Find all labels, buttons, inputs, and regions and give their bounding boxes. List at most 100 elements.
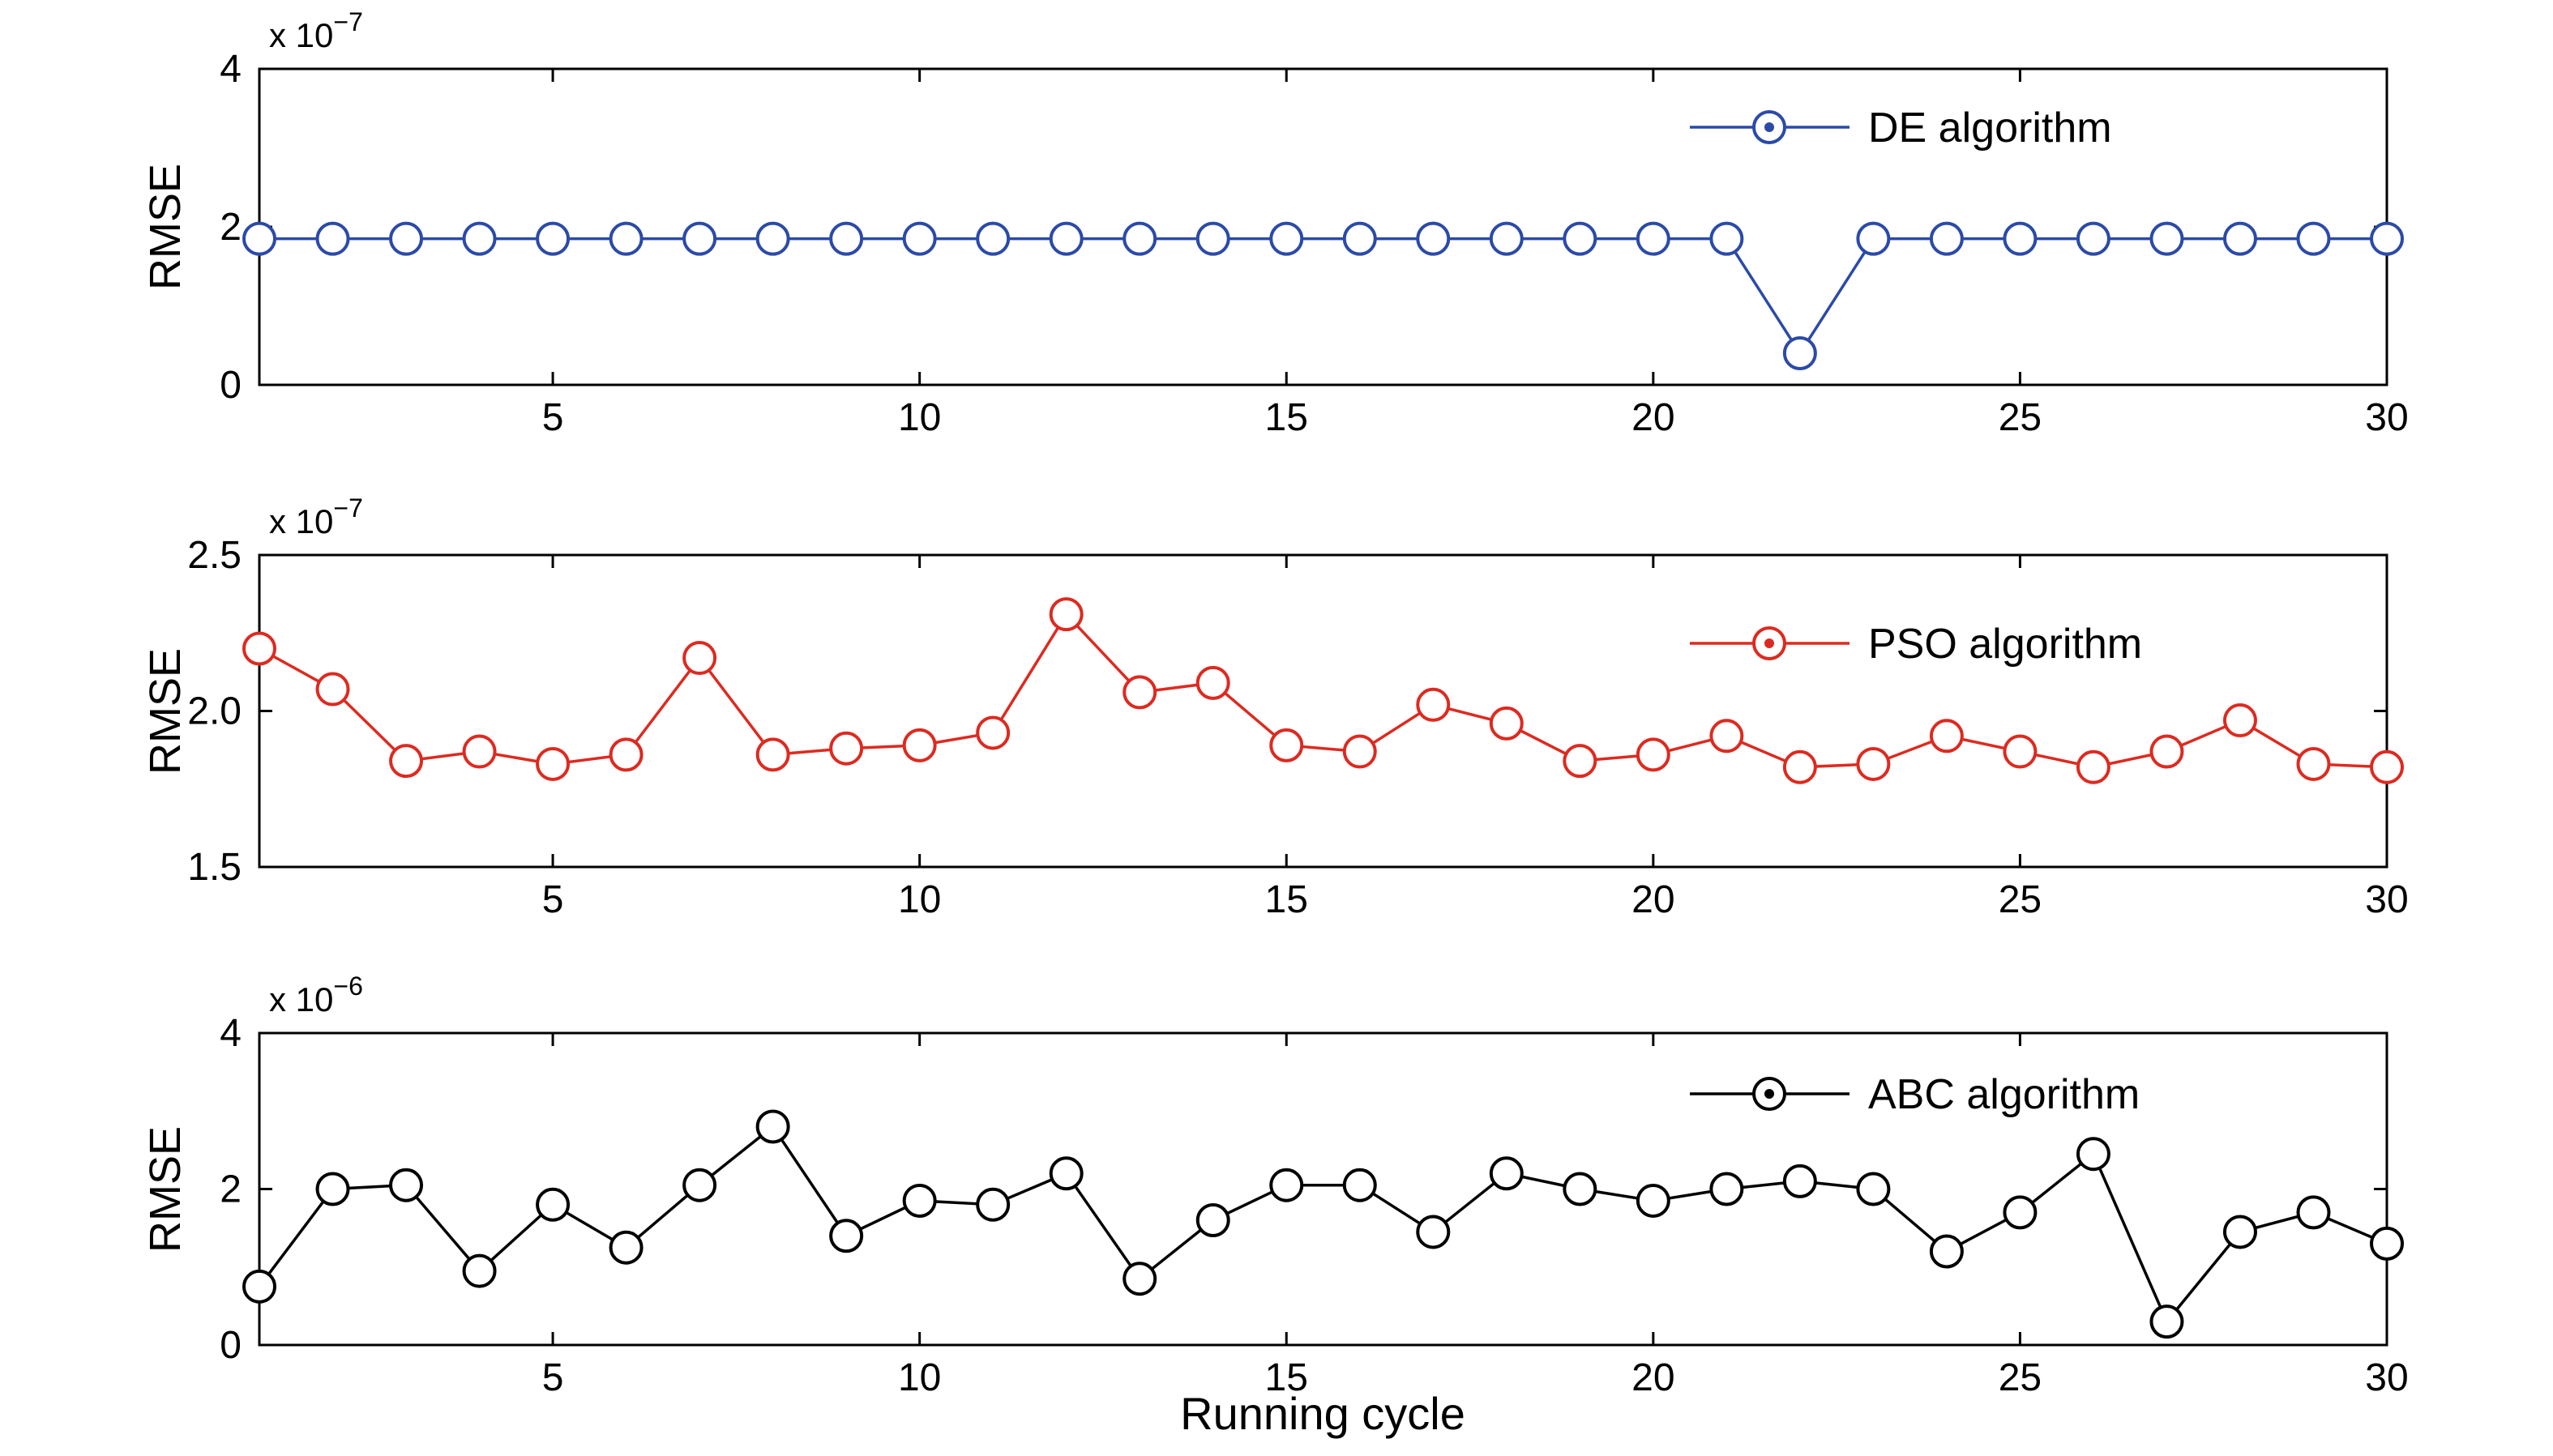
y-axis-exponent: x 10−6 [269,971,363,1018]
data-marker [682,641,717,676]
y-axis-exponent: x 10−7 [269,493,363,540]
y-tick-label: 4 [220,48,242,91]
data-marker [2003,221,2038,256]
data-marker [2149,1304,2184,1339]
data-marker [1342,1168,1377,1202]
data-marker [2296,221,2331,256]
y-axis-label: RMSE [141,1126,190,1253]
data-marker [536,746,571,781]
data-marker [1929,1234,1964,1269]
legend-label-de: DE algorithm [1868,105,2112,152]
data-marker [976,221,1011,256]
data-marker [2003,734,2038,769]
data-marker [1709,1172,1744,1206]
y-tick-label: 1.5 [187,846,242,889]
x-tick-label: 15 [1265,396,1308,439]
data-marker [829,221,864,256]
data-marker [2149,221,2184,256]
legend-marker-dot [1764,638,1774,648]
de-chart-canvas: RMSE x 10−7 DE algorithm 5 10 15 20 25 30 0 2 4 [141,7,2409,439]
legend-marker-dot [1764,122,1774,132]
data-marker [1929,221,1964,256]
data-marker [1563,1172,1597,1206]
x-tick-label: 25 [1999,1356,2042,1399]
data-marker [1563,221,1597,256]
x-tick-label: 10 [898,1356,941,1399]
x-tick-label: 5 [542,1356,564,1399]
data-marker [1049,597,1084,632]
x-tick-label: 30 [2365,1356,2408,1399]
data-marker [902,221,937,256]
data-marker [2003,1195,2038,1230]
data-marker [1636,221,1670,256]
x-tick-label: 20 [1631,878,1674,921]
y-tick-label: 2 [220,1168,242,1211]
data-marker [902,1183,937,1218]
data-marker [755,737,790,772]
data-marker [242,221,276,256]
legend-label-abc: ABC algorithm [1868,1071,2140,1118]
series-line-abc [258,1124,2388,1325]
x-tick-label: 5 [542,396,564,439]
x-tick-label: 15 [1265,878,1308,921]
abc-chart-canvas: RMSE x 10−6 ABC algorithm Running cycle … [141,971,2409,1439]
plot-area-pso: 5 10 15 20 25 30 1.5 2.0 2.5 [187,534,2408,921]
x-tick-label: 20 [1631,1356,1674,1399]
data-marker [682,1168,717,1202]
data-marker [2076,1137,2110,1172]
x-tick-label: 10 [898,878,941,921]
data-marker [2222,1215,2257,1249]
data-marker [2149,734,2184,769]
data-marker [755,1109,790,1144]
data-marker [1563,744,1597,779]
data-marker [315,1172,350,1206]
data-marker [1269,728,1304,762]
data-marker [1123,675,1157,710]
y-axis-exponent: x 10−7 [269,7,363,54]
data-marker [1416,687,1451,722]
x-tick-label: 25 [1999,396,2042,439]
data-marker [1195,665,1230,700]
data-marker [2296,746,2331,781]
data-marker [1489,1156,1524,1191]
data-marker [462,1253,497,1288]
data-marker [1856,1172,1891,1206]
subplot-pso: RMSE x 10−7 PSO algorithm 5 10 15 20 25 30 1.5… [0,486,2553,940]
data-marker [1123,1262,1157,1296]
data-marker [609,737,644,772]
x-tick-label: 10 [898,396,941,439]
data-marker [1049,221,1084,256]
subplot-de: RMSE x 10−7 DE algorithm 5 10 15 20 25 30 0 2 4 [0,0,2553,454]
x-tick-label: 25 [1999,878,2042,921]
y-tick-label: 2.5 [187,534,242,577]
data-marker [1416,221,1451,256]
data-marker [1342,734,1377,769]
x-tick-label: 5 [542,878,564,921]
data-marker [389,1168,424,1202]
plot-area-de: 5 10 15 20 25 30 0 2 4 [220,48,2408,439]
legend-label-pso: PSO algorithm [1868,621,2142,668]
x-tick-label: 30 [2365,878,2408,921]
data-marker [389,744,424,779]
data-marker [2222,221,2257,256]
data-marker [2370,1226,2404,1261]
pso-chart-canvas: RMSE x 10−7 PSO algorithm 5 10 15 20 25 30 1.5… [141,493,2409,921]
data-marker [1416,1215,1451,1249]
data-marker [1782,749,1817,784]
legend-marker-dot [1764,1089,1774,1099]
data-marker [2222,703,2257,738]
data-marker [609,1230,644,1265]
data-marker [1856,221,1891,256]
data-marker [536,1187,571,1222]
data-marker [609,221,644,256]
data-marker [462,221,497,256]
data-marker [1195,1203,1230,1237]
data-marker [1269,221,1304,256]
data-marker [2370,749,2404,784]
data-marker [1709,221,1744,256]
data-marker [682,221,717,256]
y-axis-label: RMSE [141,648,190,775]
data-marker [1782,336,1817,370]
data-marker [976,715,1011,750]
